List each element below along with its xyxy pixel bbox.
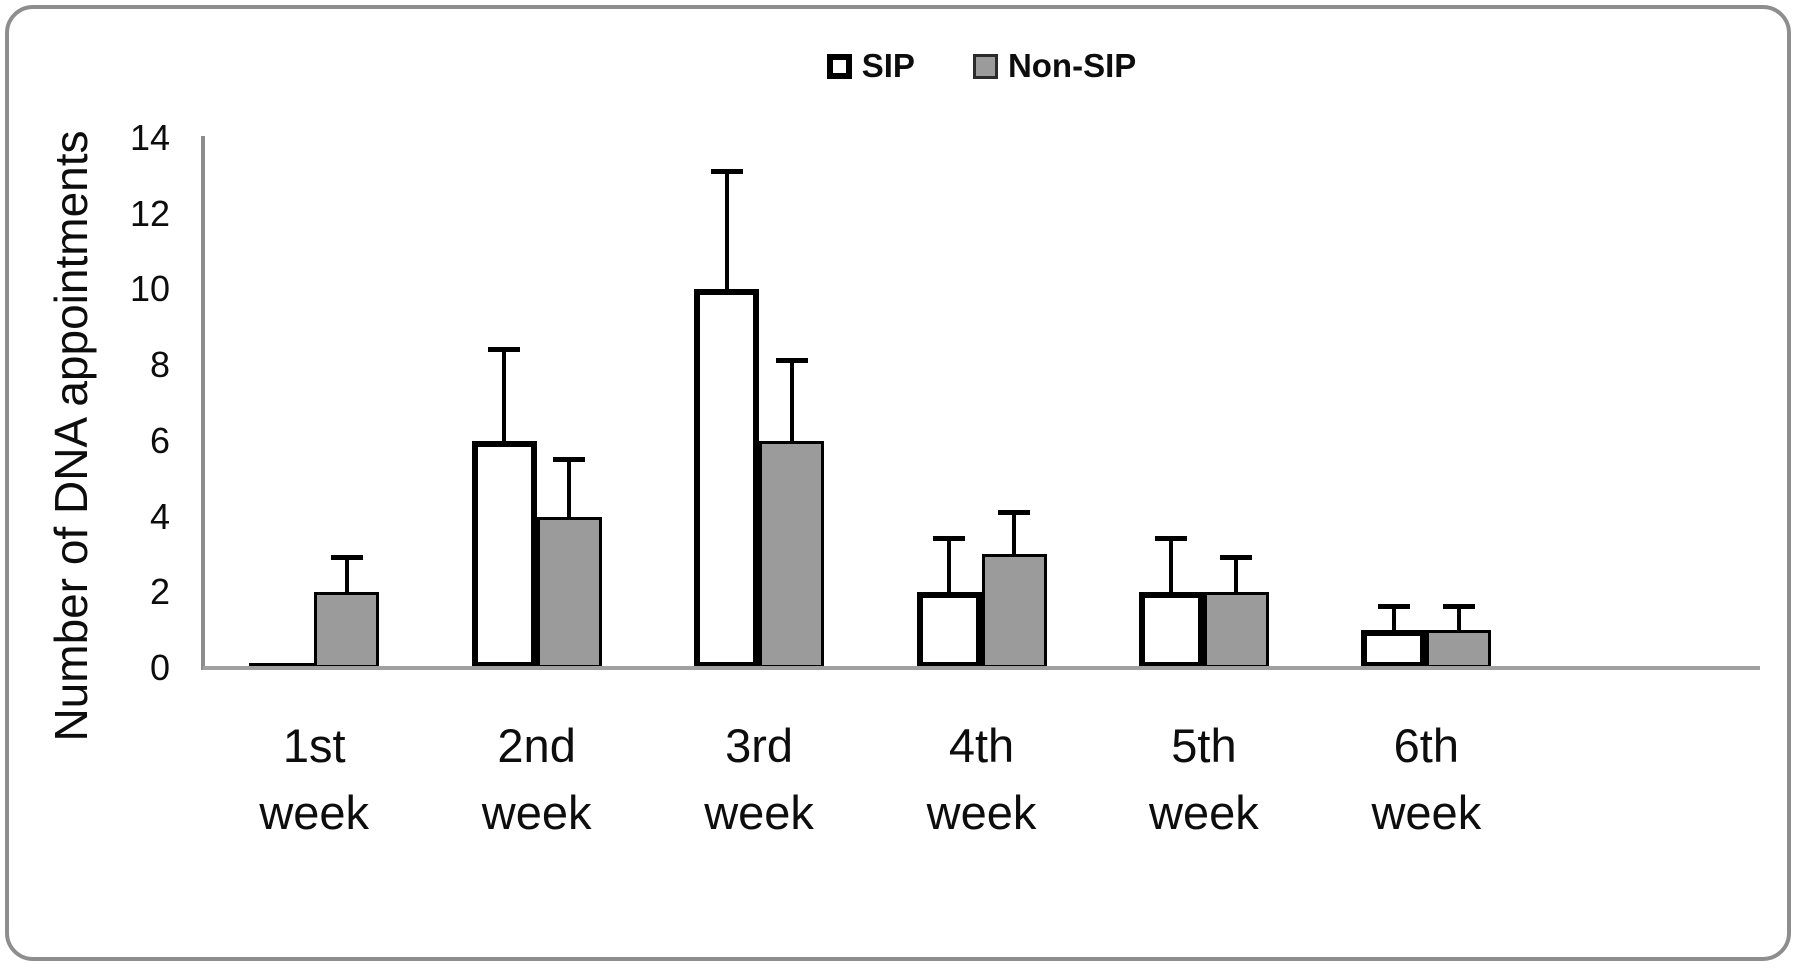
error-bar-nonsip-4th-week [1012,512,1016,555]
y-tick-6: 6 [149,419,170,461]
error-bar-nonsip-2nd-week [567,459,572,517]
error-cap-sip-3rd-week [710,169,743,175]
x-axis-line [203,666,1760,670]
error-cap-sip-6th-week [1377,604,1410,610]
bar-sip-6th-week [1361,630,1427,668]
error-bar-sip-5th-week [1169,539,1174,593]
y-axis-line [201,136,205,670]
error-cap-nonsip-6th-week [1442,604,1475,610]
y-tick-4: 4 [149,495,170,537]
bar-nonsip-6th-week [1426,630,1492,668]
y-tick-0: 0 [149,647,170,688]
x-label-6th-week: 6th week [1371,719,1482,839]
y-tick-14: 14 [129,117,170,158]
bar-nonsip-2nd-week [536,516,602,668]
legend-label-nonsip: Non-SIP [1007,47,1137,84]
error-cap-sip-4th-week [933,536,965,542]
error-bar-nonsip-6th-week [1456,607,1461,631]
bar-sip-3rd-week [694,289,760,668]
legend-swatch-nonsip-icon [972,53,998,79]
y-tick-2: 2 [149,571,170,613]
error-bar-sip-2nd-week [502,350,507,441]
error-bar-nonsip-1st-week [344,558,349,593]
error-cap-sip-5th-week [1155,536,1188,542]
error-bar-nonsip-3rd-week [789,361,794,441]
x-label-2nd-week: 2nd week [481,719,592,839]
legend-item-nonsip: Non-SIP [972,47,1137,85]
error-bar-nonsip-5th-week [1234,558,1239,593]
y-tick-12: 12 [129,192,170,234]
bar-nonsip-1st-week [314,592,380,668]
legend: SIP Non-SIP [203,44,1760,88]
chart-frame [5,5,1791,961]
bar-sip-4th-week [916,592,982,668]
x-label-4th-week: 4th week [926,719,1037,839]
error-cap-nonsip-5th-week [1220,555,1253,561]
bar-nonsip-4th-week [981,554,1047,668]
legend-swatch-sip-icon [826,53,852,79]
bar-sip-1st-week [249,663,315,668]
bar-nonsip-5th-week [1203,592,1269,668]
error-cap-nonsip-4th-week [998,509,1030,515]
bar-sip-5th-week [1138,592,1204,668]
error-cap-nonsip-2nd-week [553,456,586,462]
y-tick-10: 10 [129,268,170,310]
x-label-1st-week: 1st week [259,719,370,839]
error-bar-sip-3rd-week [724,172,729,290]
error-cap-nonsip-1st-week [330,555,363,561]
legend-item-sip: SIP [826,47,915,85]
bar-nonsip-3rd-week [759,440,825,668]
error-bar-sip-4th-week [947,539,951,593]
legend-label-sip: SIP [861,47,915,84]
x-label-5th-week: 5th week [1149,719,1259,839]
error-cap-sip-2nd-week [488,347,521,352]
bar-sip-2nd-week [471,440,537,668]
error-bar-sip-6th-week [1391,607,1396,631]
error-cap-nonsip-3rd-week [775,358,808,364]
x-label-3rd-week: 3rd week [704,719,814,839]
y-tick-8: 8 [149,344,170,386]
